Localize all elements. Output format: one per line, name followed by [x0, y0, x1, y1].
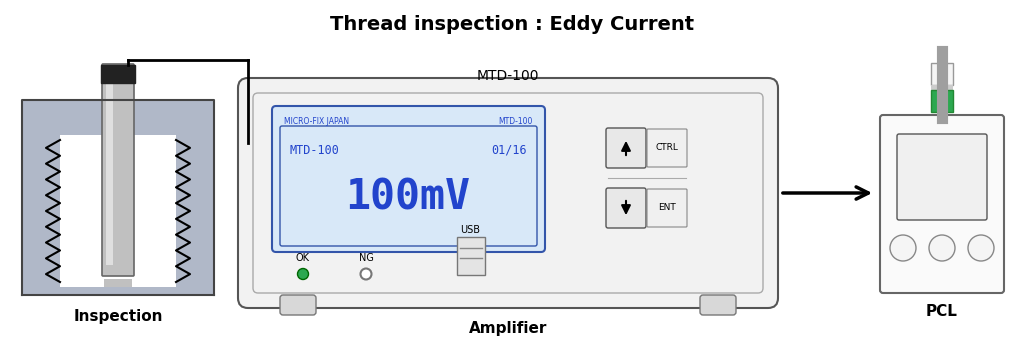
- Circle shape: [968, 235, 994, 261]
- Text: ENT: ENT: [658, 204, 676, 212]
- Text: MICRO-FIX JAPAN: MICRO-FIX JAPAN: [284, 118, 349, 126]
- Circle shape: [298, 268, 308, 280]
- Circle shape: [890, 235, 916, 261]
- Text: CTRL: CTRL: [655, 143, 679, 153]
- Text: OK: OK: [296, 253, 310, 263]
- Text: PCL: PCL: [926, 304, 957, 320]
- Text: NG: NG: [358, 253, 374, 263]
- Text: Amplifier: Amplifier: [469, 320, 547, 336]
- FancyBboxPatch shape: [880, 115, 1004, 293]
- Text: 100mV: 100mV: [345, 177, 470, 219]
- Text: MTD-100: MTD-100: [499, 118, 534, 126]
- FancyBboxPatch shape: [606, 188, 646, 228]
- FancyBboxPatch shape: [457, 237, 485, 275]
- FancyBboxPatch shape: [606, 128, 646, 168]
- Bar: [22, 100, 214, 295]
- FancyBboxPatch shape: [272, 106, 545, 252]
- Text: USB: USB: [460, 225, 480, 235]
- Bar: [931, 63, 953, 85]
- Bar: [60, 135, 176, 287]
- Text: MTD-100: MTD-100: [477, 69, 540, 83]
- Bar: [931, 85, 953, 90]
- FancyBboxPatch shape: [238, 78, 778, 308]
- FancyBboxPatch shape: [280, 126, 537, 246]
- FancyBboxPatch shape: [253, 93, 763, 293]
- Bar: [106, 75, 113, 265]
- FancyBboxPatch shape: [647, 129, 687, 167]
- FancyBboxPatch shape: [897, 134, 987, 220]
- Circle shape: [360, 268, 372, 280]
- FancyBboxPatch shape: [647, 189, 687, 227]
- Bar: [104, 279, 132, 287]
- Text: Thread inspection : Eddy Current: Thread inspection : Eddy Current: [330, 16, 694, 34]
- Circle shape: [929, 235, 955, 261]
- FancyBboxPatch shape: [102, 64, 134, 276]
- Text: Inspection: Inspection: [74, 309, 163, 325]
- Bar: [931, 90, 953, 112]
- Bar: [101, 65, 135, 83]
- Text: 01/16: 01/16: [492, 143, 527, 156]
- FancyBboxPatch shape: [700, 295, 736, 315]
- Text: MTD-100: MTD-100: [290, 143, 340, 156]
- FancyBboxPatch shape: [280, 295, 316, 315]
